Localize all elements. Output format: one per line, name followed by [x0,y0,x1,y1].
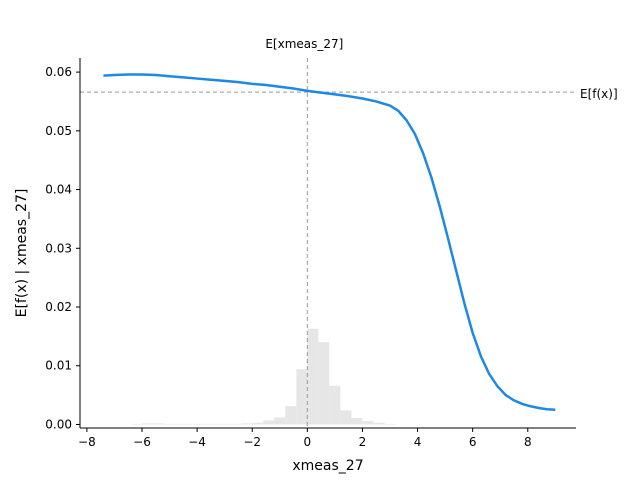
y-tick-label: 0.01 [45,359,72,373]
x-tick-label: 6 [469,435,477,449]
histogram-bar [384,423,396,425]
x-tick-label: −4 [188,435,206,449]
y-tick-label: 0.02 [45,300,72,314]
histogram-bar [263,420,275,425]
histogram-bar [230,423,242,425]
x-tick-label: −8 [78,435,96,449]
histogram-bar [296,369,308,425]
y-tick-label: 0.05 [45,124,72,138]
histogram-bar [329,385,341,425]
histogram-bar [219,423,231,425]
y-tick-label: 0.00 [45,417,72,431]
axes [76,58,576,432]
y-tick-label: 0.04 [45,183,72,197]
histogram-bar [318,342,330,425]
x-tick-label: −2 [243,435,261,449]
histogram-bar [373,422,385,425]
reference-lines [80,58,576,428]
histogram-bar [175,423,187,425]
histogram-bar [340,410,352,425]
histogram-bar [285,406,297,425]
feature-mean-label: E[xmeas_27] [265,37,343,51]
histogram-bar [208,423,220,425]
y-tick-label: 0.06 [45,65,72,79]
x-tick-label: 8 [524,435,532,449]
x-tick-label: 0 [304,435,312,449]
x-tick-label: 2 [359,435,367,449]
histogram-bar [351,418,363,425]
histogram [130,328,396,425]
histogram-bar [252,422,264,425]
histogram-bar [241,423,253,425]
histogram-bar [130,423,142,425]
x-axis-label: xmeas_27 [292,458,363,474]
histogram-bar [142,423,154,425]
histogram-bar [164,423,176,425]
expected-value-label: E[f(x)] [580,87,618,101]
tick-labels: −8 −6 −4 −2 0 2 4 6 8 0.00 0.01 0.02 0.03 0.04 0.05 0.0… [45,65,531,449]
histogram-bar [153,423,165,425]
histogram-bar [274,417,286,425]
y-tick-label: 0.03 [45,241,72,255]
histogram-bar [307,328,319,425]
y-axis-label: E[f(x) | xmeas_27] [14,189,30,318]
series-line [103,73,556,412]
histogram-bar [186,423,198,425]
histogram-bar [362,420,374,425]
x-tick-label: 4 [414,435,422,449]
dependence-curve [103,73,556,412]
histogram-bar [197,423,209,425]
x-tick-label: −6 [133,435,151,449]
